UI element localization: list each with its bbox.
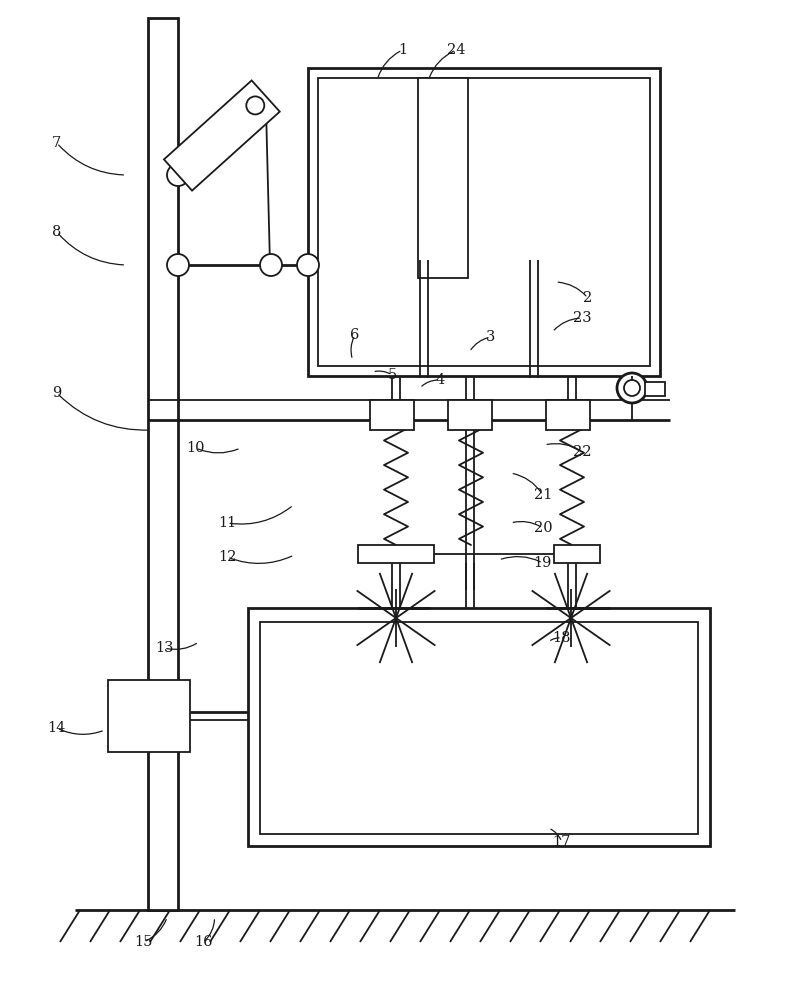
- FancyArrowPatch shape: [351, 337, 353, 357]
- Bar: [358, 545, 434, 563]
- Text: 17: 17: [552, 835, 571, 849]
- Text: 9: 9: [52, 386, 62, 400]
- FancyArrowPatch shape: [206, 920, 215, 940]
- Text: 8: 8: [52, 225, 62, 239]
- FancyArrowPatch shape: [59, 729, 103, 734]
- FancyArrowPatch shape: [429, 51, 454, 77]
- Text: 14: 14: [47, 721, 66, 735]
- Text: 6: 6: [350, 328, 360, 342]
- Bar: [308, 68, 660, 376]
- FancyArrowPatch shape: [471, 338, 488, 350]
- FancyArrowPatch shape: [547, 444, 580, 450]
- Circle shape: [246, 96, 264, 114]
- Circle shape: [297, 254, 319, 276]
- Circle shape: [167, 254, 189, 276]
- FancyArrowPatch shape: [501, 557, 540, 562]
- FancyArrowPatch shape: [198, 449, 238, 453]
- Text: 18: 18: [552, 631, 571, 645]
- Text: 7: 7: [52, 136, 62, 150]
- Circle shape: [624, 380, 640, 396]
- Text: 24: 24: [447, 43, 466, 57]
- Text: 15: 15: [134, 935, 153, 949]
- FancyArrowPatch shape: [559, 282, 586, 296]
- Bar: [248, 608, 710, 846]
- Bar: [260, 622, 698, 834]
- Bar: [418, 78, 468, 278]
- FancyArrowPatch shape: [59, 395, 148, 430]
- Bar: [645, 382, 665, 396]
- Bar: [546, 400, 590, 430]
- FancyArrowPatch shape: [422, 380, 437, 386]
- Bar: [318, 78, 650, 366]
- FancyArrowPatch shape: [554, 318, 579, 330]
- FancyArrowPatch shape: [166, 643, 196, 649]
- Text: 23: 23: [573, 311, 592, 325]
- Circle shape: [260, 254, 282, 276]
- Text: 5: 5: [387, 368, 397, 382]
- Text: 11: 11: [218, 516, 237, 530]
- Circle shape: [617, 373, 647, 403]
- Text: 3: 3: [486, 330, 495, 344]
- FancyArrowPatch shape: [551, 829, 561, 839]
- FancyArrowPatch shape: [378, 51, 400, 77]
- Polygon shape: [164, 80, 280, 191]
- FancyArrowPatch shape: [513, 474, 541, 493]
- Text: 20: 20: [533, 521, 552, 535]
- FancyArrowPatch shape: [146, 920, 166, 941]
- Text: 2: 2: [583, 291, 593, 305]
- FancyArrowPatch shape: [230, 507, 291, 524]
- FancyArrowPatch shape: [58, 145, 123, 175]
- Bar: [448, 400, 492, 430]
- Bar: [148, 18, 178, 910]
- Text: 16: 16: [194, 935, 213, 949]
- Bar: [108, 680, 190, 752]
- Text: 12: 12: [218, 550, 237, 564]
- Text: 22: 22: [573, 445, 592, 459]
- Text: 19: 19: [533, 556, 552, 570]
- Text: 21: 21: [533, 488, 552, 502]
- Bar: [554, 545, 600, 563]
- FancyArrowPatch shape: [230, 556, 292, 563]
- Bar: [370, 400, 414, 430]
- FancyArrowPatch shape: [551, 638, 559, 640]
- FancyArrowPatch shape: [375, 371, 390, 374]
- FancyArrowPatch shape: [58, 234, 123, 265]
- FancyArrowPatch shape: [513, 522, 540, 527]
- Text: 13: 13: [155, 641, 174, 655]
- Circle shape: [167, 164, 189, 186]
- Text: 10: 10: [186, 441, 205, 455]
- Text: 1: 1: [398, 43, 407, 57]
- Text: 4: 4: [436, 373, 445, 387]
